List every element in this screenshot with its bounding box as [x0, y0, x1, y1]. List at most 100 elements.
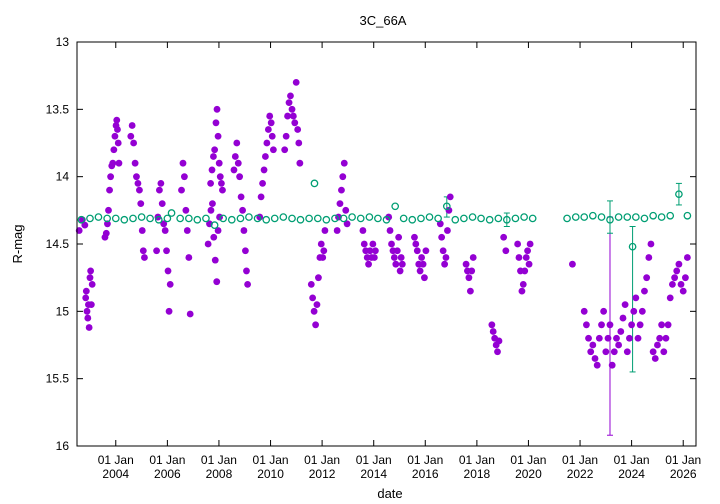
data-point-target: [446, 193, 454, 201]
x-tick-label-day: 01 Jan: [665, 453, 701, 467]
data-point-target: [291, 119, 299, 127]
chart-title: 3C_66A: [360, 13, 407, 28]
data-point-target: [86, 274, 94, 282]
data-point-target: [310, 307, 318, 315]
data-point-target: [210, 233, 218, 241]
data-point-target: [158, 200, 166, 208]
data-point-target: [81, 221, 89, 229]
data-point-target: [662, 334, 670, 342]
data-point-target: [133, 173, 140, 181]
data-point-comparison: [262, 215, 271, 224]
y-tick-label: 15: [56, 304, 70, 318]
data-point-target: [114, 126, 121, 133]
data-point-target: [211, 256, 219, 264]
data-point-target: [658, 321, 666, 329]
data-point-target: [165, 307, 173, 315]
data-point-comparison: [477, 214, 485, 223]
data-point-target: [647, 240, 655, 248]
data-point-target: [398, 260, 406, 268]
data-point-target: [462, 260, 470, 268]
data-point-target: [240, 227, 248, 234]
data-point-target: [673, 267, 681, 275]
data-point-comparison: [502, 215, 511, 224]
data-point-target: [239, 206, 246, 214]
data-point-target: [621, 301, 629, 308]
data-point-target: [500, 233, 508, 241]
data-point-target: [315, 274, 322, 282]
data-point-target: [342, 206, 350, 214]
data-point-comparison: [580, 213, 589, 221]
data-point-comparison: [296, 215, 305, 224]
data-point-target: [598, 321, 605, 329]
data-point-comparison: [425, 213, 434, 221]
y-axis-label: R-mag: [10, 224, 25, 263]
data-point-comparison: [640, 214, 649, 223]
data-point-target: [87, 267, 95, 275]
data-point-target: [268, 132, 276, 140]
data-point-target: [285, 99, 293, 106]
data-point-target: [156, 186, 163, 194]
data-point-target: [208, 166, 216, 174]
data-point-target: [388, 240, 395, 248]
data-point-target: [340, 159, 348, 167]
data-point-target: [127, 132, 135, 140]
data-point-target: [466, 287, 474, 295]
data-point-target: [282, 132, 290, 140]
data-point-target: [626, 334, 633, 342]
data-point-target: [128, 122, 136, 129]
data-point-target: [236, 173, 244, 181]
data-point-target: [610, 348, 618, 356]
data-point-target: [214, 132, 222, 140]
data-point-comparison: [460, 214, 468, 223]
data-point-comparison: [322, 215, 331, 224]
data-point-target: [244, 281, 252, 288]
data-point-comparison: [365, 213, 374, 221]
data-point-target: [365, 260, 372, 268]
comparison-star-series: [77, 179, 692, 251]
data-point-comparison: [176, 214, 185, 223]
data-point-target: [589, 341, 597, 349]
data-point-comparison: [675, 190, 683, 199]
data-point-target: [628, 321, 636, 329]
data-point-comparison: [451, 215, 460, 224]
data-point-target: [360, 240, 368, 248]
data-point-comparison: [434, 214, 442, 223]
data-point-target: [266, 112, 274, 120]
data-point-target: [666, 294, 674, 302]
x-tick-label-year: 2014: [360, 467, 387, 481]
data-point-target: [359, 227, 367, 234]
data-point-target: [390, 254, 398, 261]
data-point-target: [243, 267, 250, 275]
data-point-target: [261, 153, 269, 160]
x-tick-label-year: 2022: [567, 467, 594, 481]
data-point-target: [522, 254, 530, 261]
data-point-comparison: [597, 213, 606, 221]
data-point-comparison: [468, 213, 477, 221]
data-point-target: [320, 247, 328, 255]
data-point-comparison: [219, 214, 228, 223]
data-point-comparison: [94, 213, 103, 221]
data-point-target: [82, 287, 90, 295]
plot-frame: [76, 41, 697, 447]
data-point-target: [654, 341, 661, 349]
data-point-target: [444, 227, 451, 234]
data-point-target: [207, 206, 215, 214]
data-point-target: [207, 180, 215, 187]
y-tick-label: 13.5: [46, 102, 70, 116]
data-point-target: [84, 314, 92, 322]
data-point-target: [643, 274, 651, 282]
y-tick-label: 13: [56, 35, 70, 49]
data-point-target: [289, 112, 297, 120]
data-point-target: [115, 159, 123, 167]
data-point-target: [445, 206, 453, 214]
data-point-target: [111, 132, 119, 140]
data-point-comparison: [494, 214, 503, 223]
data-point-comparison: [520, 213, 528, 221]
data-point-target: [211, 146, 219, 154]
data-point-target: [295, 139, 303, 147]
data-point-target: [439, 247, 447, 255]
x-tick-label-day: 01 Jan: [407, 453, 443, 467]
data-point-target: [679, 287, 687, 295]
data-point-comparison: [649, 211, 657, 220]
data-point-comparison: [103, 214, 112, 223]
